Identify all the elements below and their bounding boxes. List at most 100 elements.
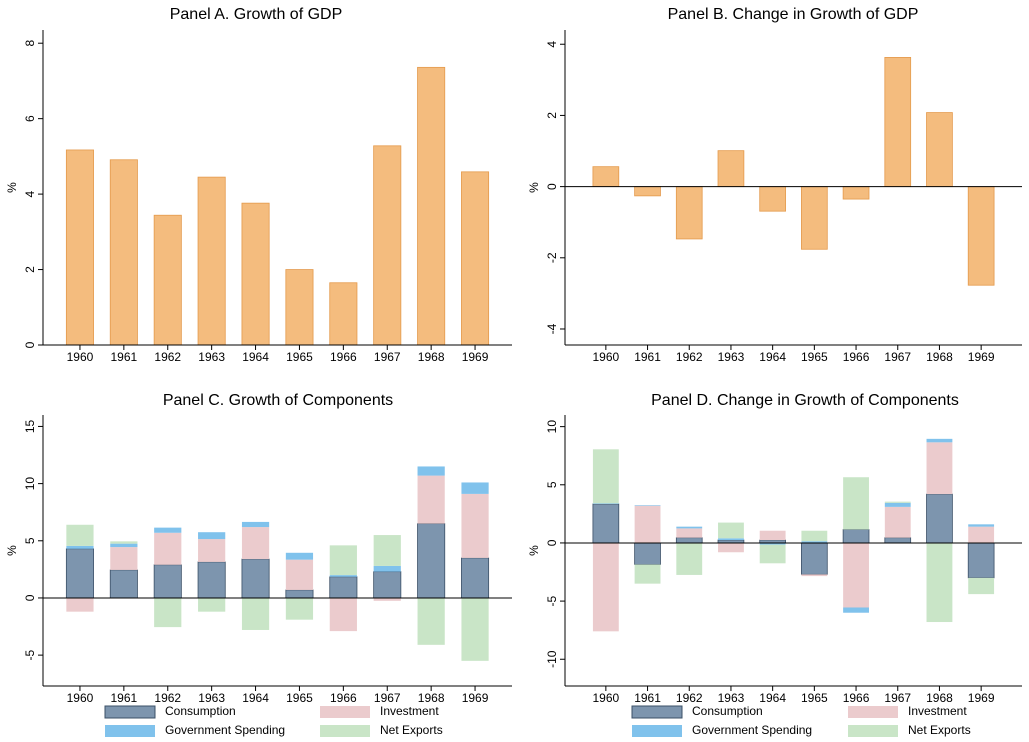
x-tick-label: 1961	[110, 691, 137, 705]
legend-label: Consumption	[692, 704, 763, 718]
bar	[759, 186, 786, 212]
bar-segment	[968, 577, 995, 595]
bar-segment	[675, 537, 703, 544]
bar-segment	[968, 524, 995, 527]
bar-segment	[718, 538, 744, 541]
panel-title: Panel C. Growth of Components	[163, 392, 393, 409]
bar	[197, 176, 226, 346]
y-axis-label: %	[527, 182, 541, 193]
bar-segment	[592, 542, 619, 632]
bar-segment	[926, 438, 953, 443]
bar-segment	[801, 530, 828, 542]
bar-segment	[884, 502, 911, 507]
bar-segment	[285, 597, 314, 620]
legend-swatch	[632, 725, 682, 737]
x-tick-label: 1965	[801, 691, 828, 705]
bar-segment	[109, 569, 138, 599]
x-tick-label: 1962	[676, 350, 703, 364]
bar-segment	[154, 597, 182, 628]
bar-segment	[676, 542, 703, 575]
legend-label: Net Exports	[908, 723, 971, 737]
bar-segment	[241, 597, 270, 630]
x-tick-label: 1960	[67, 691, 94, 705]
bar-segment	[329, 575, 357, 577]
bar-segment	[417, 523, 446, 599]
bar-segment	[926, 542, 953, 623]
x-tick-label: 1963	[718, 350, 745, 364]
x-tick-label: 1968	[418, 691, 445, 705]
bar-segment	[843, 477, 869, 530]
x-tick-label: 1963	[198, 691, 225, 705]
panel-title: Panel B. Change in Growth of GDP	[668, 6, 919, 23]
bar-segment	[718, 522, 744, 539]
x-tick-label: 1962	[154, 691, 181, 705]
bar-segment	[66, 545, 94, 549]
bar-segment	[285, 559, 314, 590]
bar-segment	[759, 530, 786, 541]
legend-label: Net Exports	[380, 723, 443, 737]
x-tick-label: 1964	[242, 691, 269, 705]
panel-title: Panel A. Growth of GDP	[170, 6, 343, 23]
bar-segment	[461, 493, 489, 558]
x-tick-label: 1961	[110, 350, 137, 364]
y-tick-label: 5	[545, 481, 559, 488]
y-tick-label: -10	[545, 650, 559, 668]
bar-segment	[153, 564, 182, 599]
bar-segment	[759, 544, 786, 564]
y-tick-label: 2	[23, 266, 37, 273]
bar-segment	[241, 521, 270, 528]
bar	[967, 186, 995, 286]
bar-segment	[968, 526, 995, 543]
bar-segment	[461, 482, 489, 494]
bar-segment	[759, 542, 786, 545]
bar-segment	[634, 564, 661, 584]
y-tick-label: 4	[545, 41, 559, 48]
bar	[801, 186, 828, 250]
bar-segment	[110, 543, 138, 548]
bar-segment	[884, 506, 911, 538]
y-tick-label: -2	[545, 252, 559, 263]
y-tick-label: 0	[545, 183, 559, 190]
bar-segment	[926, 493, 953, 544]
bar-segment	[461, 557, 490, 599]
bar	[884, 57, 912, 188]
bar-segment	[884, 501, 911, 503]
x-tick-label: 1960	[67, 350, 94, 364]
legend-swatch	[848, 706, 898, 718]
x-tick-label: 1963	[718, 691, 745, 705]
bar-segment	[65, 548, 94, 599]
bar-segment	[634, 505, 661, 543]
bar-segment	[198, 532, 226, 540]
bar-segment	[197, 561, 226, 599]
bar-segment	[154, 532, 182, 565]
bar-segment	[110, 541, 138, 544]
bar-segment	[285, 552, 314, 560]
y-axis-label: %	[5, 182, 19, 193]
y-tick-label: -5	[545, 595, 559, 606]
bar-segment	[241, 527, 270, 560]
bar-segment	[676, 528, 703, 538]
bar-segment	[417, 466, 445, 476]
bar	[634, 186, 661, 197]
legend-label: Consumption	[165, 704, 236, 718]
y-tick-label: -5	[23, 649, 37, 660]
x-tick-label: 1962	[676, 691, 703, 705]
bar-segment	[66, 524, 94, 546]
bar	[592, 166, 620, 188]
bar-segment	[926, 442, 953, 495]
bar	[717, 150, 745, 188]
bar-segment	[842, 529, 870, 544]
x-tick-label: 1969	[968, 691, 995, 705]
x-tick-label: 1960	[592, 350, 619, 364]
bar-segment	[592, 503, 620, 544]
bar-segment	[967, 542, 995, 579]
y-tick-label: 2	[545, 112, 559, 119]
x-tick-label: 1967	[374, 691, 401, 705]
x-tick-label: 1968	[926, 350, 953, 364]
x-tick-label: 1963	[198, 350, 225, 364]
legend-swatch	[320, 706, 370, 718]
bar-segment	[373, 571, 402, 599]
legend-swatch	[631, 705, 683, 719]
x-tick-label: 1967	[884, 350, 911, 364]
y-tick-label: 15	[23, 419, 37, 433]
